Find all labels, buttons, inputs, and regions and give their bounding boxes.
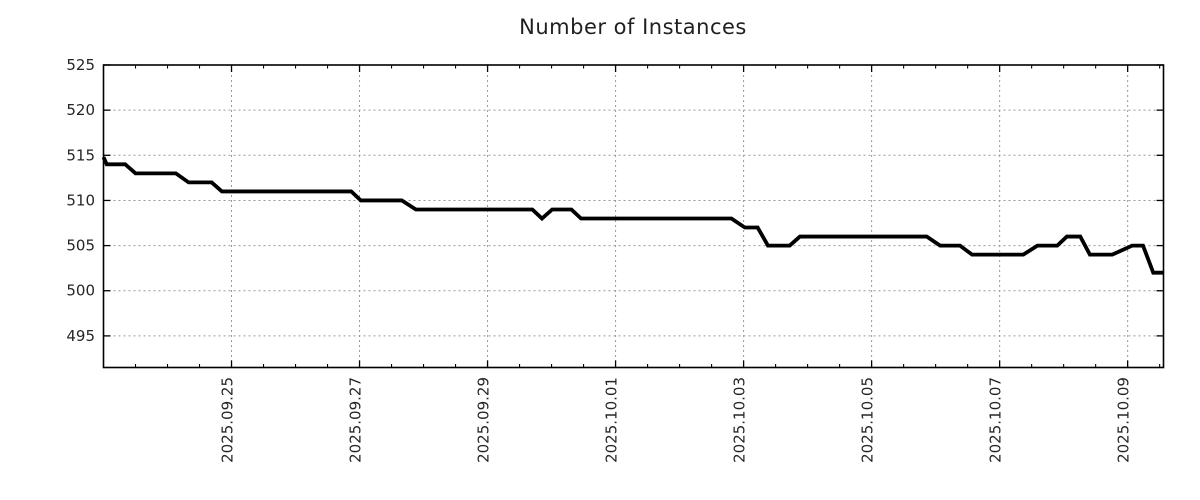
x-tick-label: 2025.10.07 — [987, 377, 1005, 463]
series-line — [101, 156, 1164, 275]
y-tick-label: 525 — [66, 56, 95, 74]
chart-title: Number of Instances — [519, 15, 747, 39]
x-tick-label: 2025.10.03 — [731, 377, 749, 463]
x-tick-label: 2025.09.29 — [475, 377, 493, 463]
plot-frame — [102, 64, 1165, 369]
x-tick-label: 2025.10.01 — [603, 377, 621, 463]
y-tick-label: 505 — [66, 237, 95, 255]
y-tick-label: 500 — [66, 282, 95, 300]
x-tick-label: 2025.09.27 — [347, 377, 365, 463]
y-tick-label: 510 — [66, 191, 95, 209]
x-tick-label: 2025.10.09 — [1115, 377, 1133, 463]
y-tick-label: 520 — [66, 101, 95, 119]
x-tick-label: 2025.09.25 — [219, 377, 237, 463]
y-tick-label: 495 — [66, 327, 95, 345]
x-tick-label: 2025.10.05 — [859, 377, 877, 463]
y-tick-label: 515 — [66, 146, 95, 164]
